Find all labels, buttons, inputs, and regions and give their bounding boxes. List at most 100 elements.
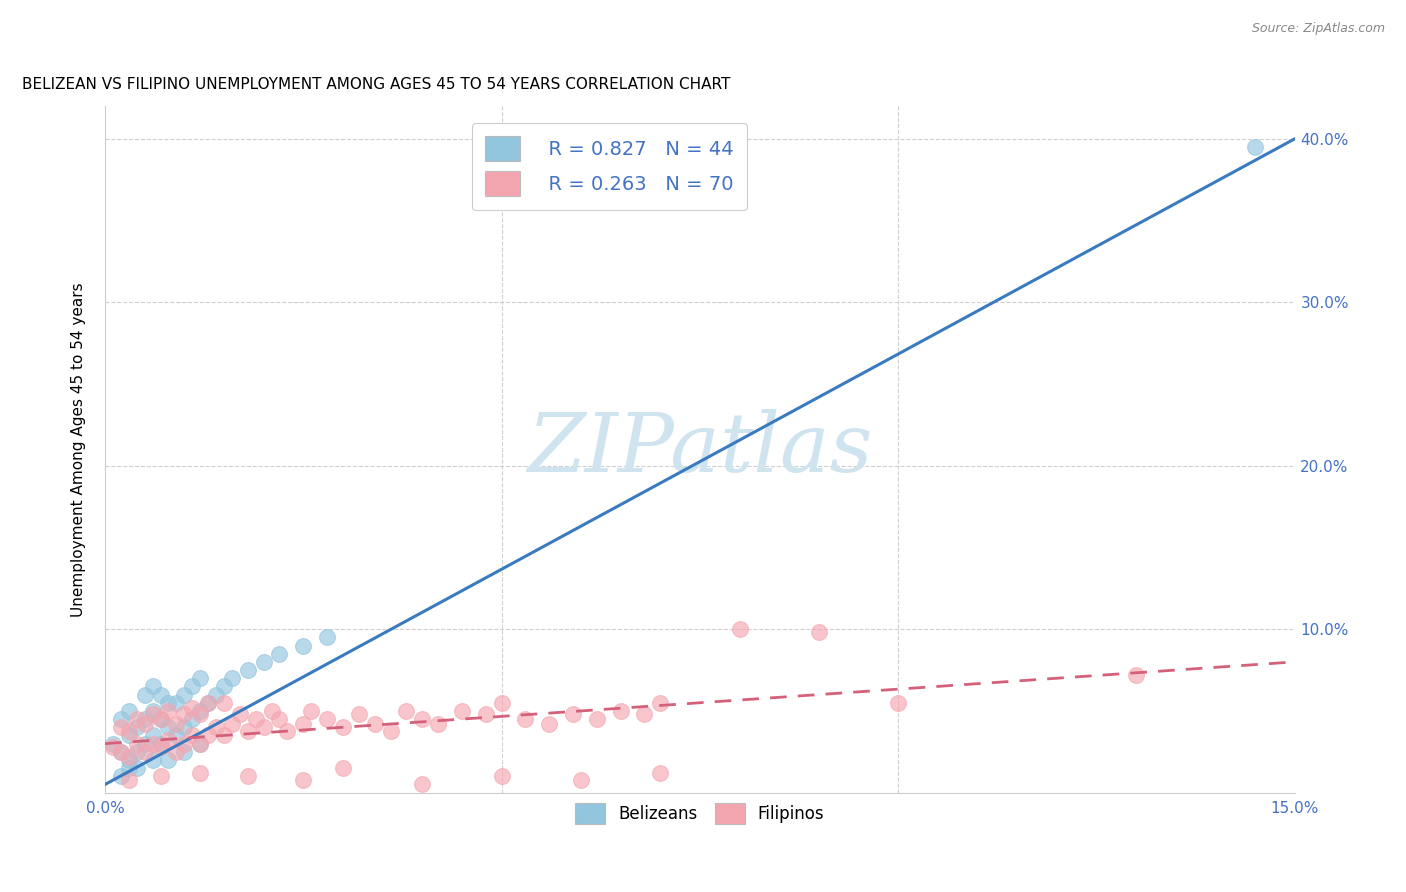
- Point: [101, 739, 124, 754]
- Point: [118, 761, 141, 775]
- Point: [110, 745, 132, 759]
- Point: [188, 704, 211, 718]
- Point: [157, 696, 180, 710]
- Point: [110, 769, 132, 783]
- Point: [562, 707, 585, 722]
- Point: [292, 639, 315, 653]
- Point: [134, 745, 156, 759]
- Point: [134, 712, 156, 726]
- Point: [276, 723, 298, 738]
- Point: [205, 720, 228, 734]
- Point: [173, 720, 195, 734]
- Point: [197, 696, 219, 710]
- Point: [269, 647, 291, 661]
- Point: [197, 696, 219, 710]
- Point: [569, 772, 592, 787]
- Point: [609, 704, 631, 718]
- Point: [118, 723, 141, 738]
- Point: [633, 707, 655, 722]
- Point: [165, 717, 187, 731]
- Point: [236, 723, 259, 738]
- Point: [165, 728, 187, 742]
- Point: [173, 737, 195, 751]
- Point: [110, 745, 132, 759]
- Point: [451, 704, 474, 718]
- Point: [650, 766, 672, 780]
- Text: ZIPatlas: ZIPatlas: [527, 409, 873, 490]
- Point: [363, 717, 385, 731]
- Point: [110, 712, 132, 726]
- Point: [125, 712, 148, 726]
- Point: [142, 728, 165, 742]
- Point: [181, 680, 204, 694]
- Point: [188, 737, 211, 751]
- Point: [212, 728, 235, 742]
- Point: [332, 720, 354, 734]
- Point: [188, 707, 211, 722]
- Point: [149, 737, 172, 751]
- Point: [173, 707, 195, 722]
- Point: [149, 712, 172, 726]
- Point: [173, 745, 195, 759]
- Point: [142, 707, 165, 722]
- Point: [728, 622, 751, 636]
- Point: [134, 737, 156, 751]
- Point: [142, 704, 165, 718]
- Point: [245, 712, 267, 726]
- Point: [125, 745, 148, 759]
- Point: [149, 739, 172, 754]
- Point: [491, 769, 513, 783]
- Point: [125, 720, 148, 734]
- Point: [1244, 140, 1267, 154]
- Point: [316, 631, 339, 645]
- Point: [212, 680, 235, 694]
- Point: [292, 717, 315, 731]
- Point: [110, 720, 132, 734]
- Point: [299, 704, 322, 718]
- Point: [181, 700, 204, 714]
- Point: [165, 696, 187, 710]
- Point: [332, 761, 354, 775]
- Point: [260, 704, 283, 718]
- Point: [236, 663, 259, 677]
- Point: [316, 712, 339, 726]
- Text: Source: ZipAtlas.com: Source: ZipAtlas.com: [1251, 22, 1385, 36]
- Point: [118, 728, 141, 742]
- Point: [253, 720, 276, 734]
- Point: [125, 761, 148, 775]
- Point: [125, 737, 148, 751]
- Point: [427, 717, 450, 731]
- Point: [807, 625, 830, 640]
- Point: [142, 737, 165, 751]
- Point: [347, 707, 370, 722]
- Point: [411, 712, 433, 726]
- Point: [149, 712, 172, 726]
- Point: [236, 769, 259, 783]
- Point: [229, 707, 252, 722]
- Point: [101, 737, 124, 751]
- Point: [149, 688, 172, 702]
- Point: [585, 712, 607, 726]
- Legend: Belizeans, Filipinos: Belizeans, Filipinos: [567, 794, 832, 832]
- Text: BELIZEAN VS FILIPINO UNEMPLOYMENT AMONG AGES 45 TO 54 YEARS CORRELATION CHART: BELIZEAN VS FILIPINO UNEMPLOYMENT AMONG …: [21, 78, 730, 93]
- Point: [157, 753, 180, 767]
- Point: [181, 728, 204, 742]
- Point: [411, 777, 433, 791]
- Point: [142, 680, 165, 694]
- Point: [188, 766, 211, 780]
- Point: [181, 712, 204, 726]
- Point: [887, 696, 910, 710]
- Point: [205, 688, 228, 702]
- Point: [395, 704, 418, 718]
- Point: [157, 733, 180, 747]
- Point: [165, 745, 187, 759]
- Y-axis label: Unemployment Among Ages 45 to 54 years: Unemployment Among Ages 45 to 54 years: [72, 282, 86, 616]
- Point: [474, 707, 496, 722]
- Point: [157, 720, 180, 734]
- Point: [221, 717, 243, 731]
- Point: [142, 753, 165, 767]
- Point: [157, 704, 180, 718]
- Point: [538, 717, 561, 731]
- Point: [173, 688, 195, 702]
- Point: [118, 772, 141, 787]
